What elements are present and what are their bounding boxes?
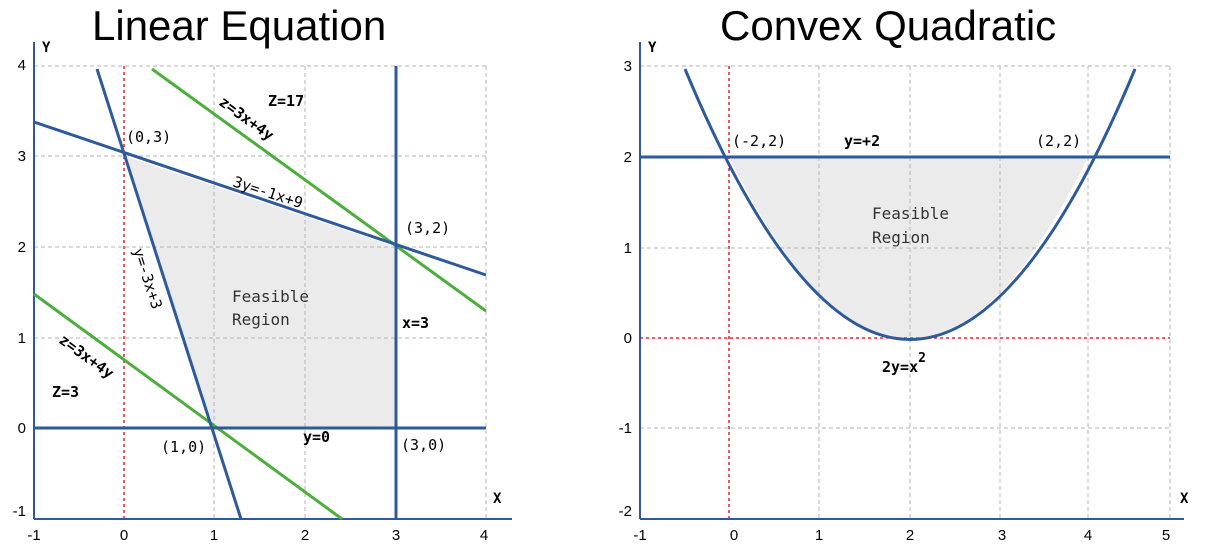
point-label: (2,2) — [1036, 132, 1081, 150]
y-tick: 3 — [18, 148, 26, 165]
quadratic-x-axis-label: X — [1180, 491, 1189, 507]
x-tick: 5 — [1162, 527, 1170, 544]
y-tick: 1 — [624, 240, 632, 257]
line-label-y2: y=+2 — [844, 132, 880, 150]
y-tick: 4 — [18, 57, 26, 74]
y-tick: 1 — [18, 330, 26, 347]
y-tick: 2 — [624, 149, 632, 166]
x-tick: -1 — [633, 527, 646, 544]
y-tick: 0 — [624, 330, 632, 347]
line-label-x3: x=3 — [402, 314, 429, 332]
x-tick: 3 — [392, 527, 400, 544]
x-tick: 2 — [906, 527, 914, 544]
x-tick: 1 — [815, 527, 823, 544]
linear-x-ticks: -1 0 1 2 3 4 — [27, 527, 488, 544]
constraint-line-3y — [33, 120, 487, 277]
linear-chart-title: Linear Equation — [92, 2, 387, 49]
linear-x-axis-label: X — [493, 491, 502, 507]
point-label: (-2,2) — [732, 132, 786, 150]
parabola-label-base: 2y=x — [882, 358, 918, 376]
objective-value-z17: Z=17 — [268, 92, 304, 110]
parabola-curve — [683, 68, 1137, 341]
parabola-label-exponent: 2 — [918, 351, 926, 366]
point-label: (0,3) — [126, 128, 171, 146]
linear-region-label-line2: Region — [232, 310, 290, 329]
y-tick: -1 — [619, 420, 632, 437]
y-tick: 3 — [624, 58, 632, 75]
objective-value-z3: Z=3 — [52, 383, 79, 401]
y-tick: -2 — [619, 503, 632, 520]
parabola-label: 2y=x2 — [882, 351, 926, 376]
x-tick: 0 — [730, 527, 738, 544]
y-tick: 0 — [18, 420, 26, 437]
linear-region-label-line1: Feasible — [232, 287, 309, 306]
linear-feasible-region — [124, 156, 396, 428]
point-label: (3,0) — [401, 436, 446, 454]
objective-line-z3 — [33, 292, 343, 521]
y-tick: 2 — [18, 239, 26, 256]
quadratic-region-label-line1: Feasible — [872, 204, 949, 223]
quadratic-y-ticks: -2 -1 0 1 2 3 — [619, 58, 632, 520]
x-tick: 3 — [998, 527, 1006, 544]
objective-line-z17 — [151, 67, 487, 313]
y-tick: -1 — [13, 503, 26, 520]
quadratic-y-axis-label: Y — [648, 40, 657, 56]
x-tick: 2 — [301, 527, 309, 544]
x-tick: 4 — [1084, 527, 1092, 544]
x-tick: 1 — [210, 527, 218, 544]
linear-y-axis-label: Y — [42, 40, 51, 56]
x-tick: 0 — [120, 527, 128, 544]
linear-equation-panel: Linear Equation -1 0 — [0, 0, 600, 548]
quadratic-chart-title: Convex Quadratic — [720, 2, 1057, 49]
point-label: (1,0) — [161, 438, 206, 456]
point-label: (3,2) — [405, 219, 450, 237]
constraint-line-steep — [95, 68, 243, 520]
convex-quadratic-panel: Convex Quadratic -1 0 1 — [604, 0, 1208, 548]
line-label-y0: y=0 — [303, 428, 330, 446]
x-tick: 4 — [480, 527, 488, 544]
quadratic-region-label-line2: Region — [872, 228, 930, 247]
linear-chart: -1 0 1 2 3 4 -1 0 1 2 3 4 Y X (0,3) (3,2… — [13, 40, 512, 544]
quadratic-x-ticks: -1 0 1 2 3 4 5 — [633, 527, 1170, 544]
quadratic-chart: -1 0 1 2 3 4 5 -2 -1 0 1 2 3 Y X (-2,2) … — [619, 40, 1189, 544]
linear-y-ticks: -1 0 1 2 3 4 — [13, 57, 26, 520]
x-tick: -1 — [27, 527, 40, 544]
